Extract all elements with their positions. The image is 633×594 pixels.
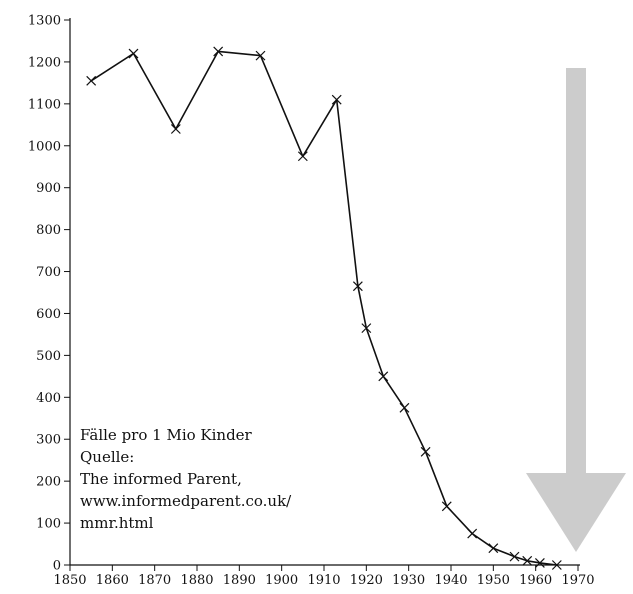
x-tick-label: 1960 — [519, 573, 552, 588]
data-point-marker — [255, 50, 266, 61]
data-point-marker — [128, 48, 139, 59]
y-tick-label: 400 — [36, 391, 61, 406]
marker-stroke — [352, 281, 363, 292]
x-tick-label: 1930 — [392, 573, 425, 588]
data-point-marker — [86, 75, 97, 86]
data-point-marker — [331, 94, 342, 105]
y-tick-label: 1200 — [28, 55, 61, 70]
data-point-marker — [509, 551, 520, 562]
y-tick-label: 1300 — [28, 14, 61, 29]
marker-stroke — [551, 560, 562, 570]
data-point-marker — [551, 560, 562, 570]
y-tick-label: 600 — [36, 307, 61, 322]
y-tick-label: 800 — [36, 223, 61, 238]
annotation-line: www.informedparent.co.uk/ — [80, 492, 292, 510]
annotation-line: Quelle: — [80, 448, 134, 466]
annotation-line: mmr.html — [80, 514, 154, 532]
arrow-shaft — [566, 68, 586, 473]
x-tick-label: 1850 — [53, 573, 86, 588]
annotation-line: Fälle pro 1 Mio Kinder — [80, 426, 253, 444]
arrow-head-icon — [526, 473, 626, 552]
marker-stroke — [255, 50, 266, 61]
data-point-marker — [213, 46, 224, 57]
x-tick-label: 1950 — [477, 573, 510, 588]
x-tick-label: 1940 — [434, 573, 467, 588]
data-point-marker — [467, 528, 478, 539]
marker-stroke — [399, 402, 410, 413]
marker-stroke — [297, 151, 308, 162]
data-point-marker — [441, 501, 452, 512]
marker-stroke — [378, 371, 389, 382]
marker-stroke — [331, 94, 342, 105]
data-point-marker — [378, 371, 389, 382]
y-tick-label: 1100 — [28, 97, 61, 112]
marker-stroke — [441, 501, 452, 512]
y-tick-label: 700 — [36, 265, 61, 280]
y-tick-label: 200 — [36, 475, 61, 490]
data-point-marker — [399, 402, 410, 413]
data-point-marker — [170, 124, 181, 134]
x-tick-label: 1870 — [138, 573, 171, 588]
marker-stroke — [361, 323, 372, 334]
x-tick-label: 1910 — [307, 573, 340, 588]
annotation-line: The informed Parent, — [80, 470, 242, 488]
marker-stroke — [467, 528, 478, 539]
marker-stroke — [420, 446, 431, 457]
marker-stroke — [86, 75, 97, 86]
y-tick-label: 1000 — [28, 139, 61, 154]
marker-stroke — [213, 46, 224, 57]
data-point-marker — [522, 555, 533, 566]
y-tick-label: 300 — [36, 433, 61, 448]
data-point-marker — [420, 446, 431, 457]
marker-stroke — [170, 124, 181, 134]
x-tick-label: 1900 — [265, 573, 298, 588]
marker-stroke — [128, 48, 139, 59]
data-point-marker — [488, 543, 499, 554]
data-point-marker — [361, 323, 372, 334]
marker-stroke — [534, 557, 545, 568]
x-tick-label: 1920 — [350, 573, 383, 588]
marker-stroke — [522, 555, 533, 566]
data-point-marker — [297, 151, 308, 162]
y-tick-label: 900 — [36, 181, 61, 196]
y-tick-label: 500 — [36, 349, 61, 364]
annotation-text: Fälle pro 1 Mio Kinder Quelle: The informe… — [80, 426, 292, 532]
marker-stroke — [509, 551, 520, 562]
data-point-marker — [352, 281, 363, 292]
data-point-marker — [534, 557, 545, 568]
x-tick-label: 1880 — [180, 573, 213, 588]
marker-stroke — [488, 543, 499, 554]
x-tick-label: 1970 — [561, 573, 594, 588]
x-tick-label: 1860 — [96, 573, 129, 588]
x-tick-label: 1890 — [223, 573, 256, 588]
y-tick-label: 0 — [53, 559, 61, 574]
y-tick-label: 100 — [36, 517, 61, 532]
